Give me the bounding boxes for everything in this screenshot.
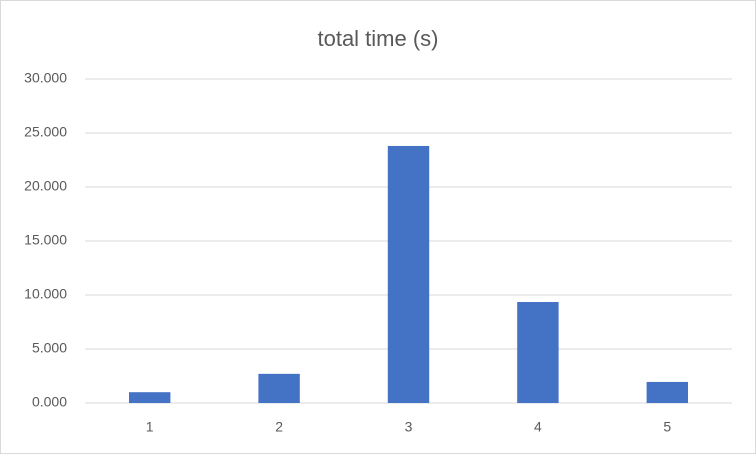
bar bbox=[258, 373, 300, 403]
x-tick-label: 4 bbox=[534, 419, 542, 435]
bar bbox=[128, 392, 171, 403]
chart-title: total time (s) bbox=[317, 26, 438, 51]
y-tick-label: 5.000 bbox=[32, 340, 67, 356]
y-tick-label: 30.000 bbox=[24, 70, 67, 86]
bar bbox=[646, 381, 689, 403]
y-tick-label: 25.000 bbox=[24, 124, 67, 140]
x-tick-label: 1 bbox=[146, 419, 154, 435]
y-tick-label: 10.000 bbox=[24, 286, 67, 302]
y-tick-label: 15.000 bbox=[24, 232, 67, 248]
x-tick-label: 5 bbox=[663, 419, 671, 435]
bar bbox=[387, 145, 430, 403]
x-tick-label: 2 bbox=[275, 419, 283, 435]
y-tick-label: 0.000 bbox=[32, 394, 67, 410]
bar bbox=[517, 302, 559, 403]
x-tick-label: 3 bbox=[405, 419, 413, 435]
y-tick-label: 20.000 bbox=[24, 178, 67, 194]
